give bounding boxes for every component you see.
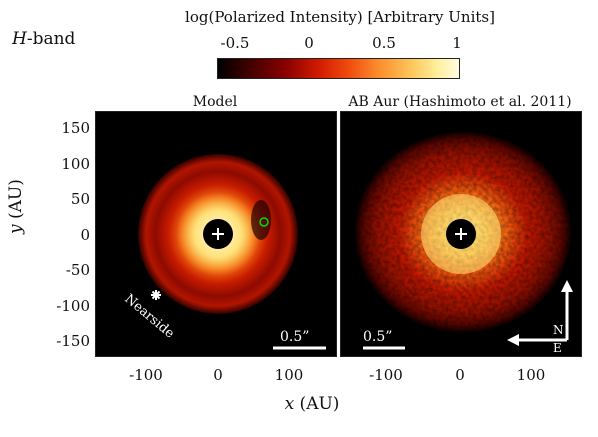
y-tick-label: 50 (70, 190, 90, 208)
y-tick-label: -100 (56, 297, 90, 315)
nearside-marker (151, 290, 161, 300)
colorbar-title: log(Polarized Intensity) [Arbitrary Unit… (185, 8, 495, 26)
y-tick-label: 100 (61, 155, 90, 173)
colorbar-tick: 0 (304, 34, 314, 52)
x-tick-label: 100 (274, 366, 304, 384)
scalebar-label: 0.5” (363, 329, 392, 345)
panel-title-model: Model (192, 94, 238, 110)
panel-title-observation: AB Aur (Hashimoto et al. 2011) (348, 94, 572, 110)
colorbar-tick: 0.5 (372, 34, 396, 52)
x-tick-label: -100 (369, 366, 403, 384)
compass-north-label: N (553, 323, 564, 337)
colorbar-tick: -0.5 (220, 34, 250, 52)
y-tick-label: -150 (56, 332, 90, 350)
star-position-marker (212, 228, 224, 240)
model-image-panel: Nearside 0.5” (95, 111, 337, 357)
model-disk-image: Nearside 0.5” (121, 154, 326, 350)
observation-image-panel: 0.5” N E (340, 111, 582, 357)
x-tick-label: -100 (129, 366, 163, 384)
y-tick-label: -50 (65, 261, 90, 279)
observation-disk-image: 0.5” N E (341, 112, 581, 356)
band-label: H-band (12, 29, 76, 49)
colorbar (217, 58, 460, 79)
compass: N E (507, 280, 573, 355)
y-tick-label: 150 (61, 119, 90, 137)
y-axis-label: y (AU) (6, 179, 26, 234)
x-tick-label: 0 (455, 366, 465, 384)
x-axis-label: x (AU) (284, 394, 340, 414)
y-tick-label: 0 (80, 226, 90, 244)
scalebar-label: 0.5” (280, 329, 309, 345)
colorbar-tick: 1 (452, 34, 462, 52)
planet-marker (259, 217, 269, 227)
nearside-label: Nearside (121, 292, 177, 342)
x-tick-label: 0 (213, 366, 223, 384)
compass-east-label: E (553, 341, 562, 355)
star-position-marker (455, 228, 467, 240)
x-tick-label: 100 (516, 366, 546, 384)
